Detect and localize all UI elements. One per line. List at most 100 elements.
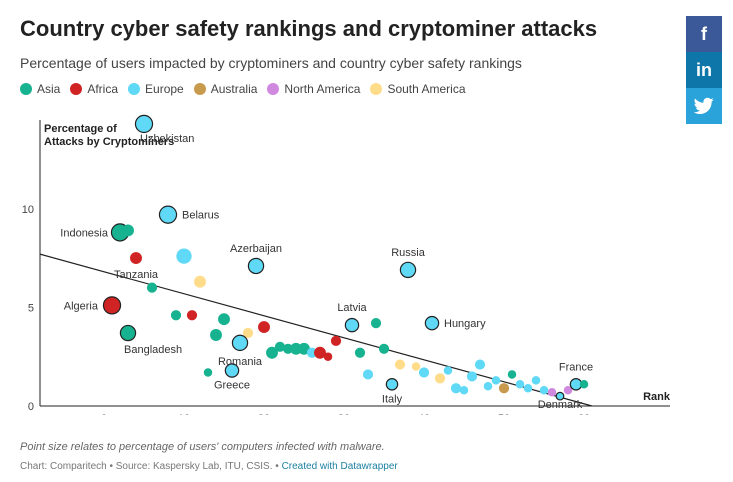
data-point [434, 373, 446, 384]
data-point [266, 346, 278, 359]
x-tick-label: 40 [418, 413, 430, 415]
data-point [491, 376, 501, 385]
x-tick-label: 30 [338, 413, 350, 415]
x-tick-label: 60 [578, 413, 590, 415]
data-point [555, 391, 565, 401]
data-point [203, 368, 213, 377]
data-point [459, 385, 469, 395]
legend-swatch-asia [20, 83, 32, 95]
country-label: Tanzania [114, 269, 159, 281]
data-point [474, 359, 486, 370]
data-point [194, 275, 206, 288]
linkedin-icon: in [696, 59, 712, 80]
legend-label-europe: Europe [145, 82, 184, 96]
country-label: Italy [382, 393, 403, 405]
data-point [515, 380, 525, 389]
x-tick-label: 0 [101, 413, 107, 415]
country-label: Algeria [64, 300, 99, 312]
country-label: Denmark [538, 399, 583, 411]
country-label: Indonesia [60, 227, 109, 239]
x-tick-label: 20 [258, 413, 270, 415]
data-point [418, 367, 430, 378]
data-point [224, 363, 240, 378]
data-point [394, 359, 406, 370]
legend-item-europe: Europe [128, 82, 184, 96]
country-label: Uzbekistan [140, 133, 194, 145]
scatter-chart: Percentage of Attacks by Cryptominers Rank… [22, 114, 671, 415]
legend-label-south-america: South America [387, 82, 466, 96]
data-point [370, 318, 382, 329]
chart-title: Country cyber safety rankings and crypto… [20, 16, 598, 41]
legend-swatch-australia [193, 83, 206, 95]
legend-swatch-europe [128, 83, 141, 95]
legend-swatch-north-america [267, 83, 280, 95]
legend-item-north-america: North America [267, 82, 360, 96]
legend-item-africa: Africa [70, 82, 118, 96]
data-point [274, 341, 286, 352]
data-point [539, 385, 549, 395]
data-point [218, 313, 230, 326]
data-point [531, 376, 541, 385]
country-label: Bangladesh [124, 344, 182, 356]
chart-notes: Point size relates to percentage of user… [20, 441, 385, 453]
legend-item-australia: Australia [193, 82, 258, 96]
data-point [323, 352, 333, 361]
data-point [130, 252, 142, 265]
legend-swatch-south-america [370, 83, 383, 95]
legend-item-south-america: South America [370, 82, 466, 96]
y-axis-label: Percentage of Attacks by Cryptominers [44, 123, 174, 148]
data-point [385, 378, 399, 391]
twitter-share-button[interactable] [686, 88, 722, 124]
country-label: France [559, 361, 593, 373]
y-axis-label-line: Attacks by Cryptominers [44, 136, 174, 148]
data-point [547, 387, 557, 397]
share-bar: f in [686, 16, 722, 124]
linkedin-share-button[interactable]: in [686, 52, 722, 88]
twitter-icon [694, 97, 714, 114]
datawrapper-link[interactable]: Created with Datawrapper [281, 461, 398, 472]
data-point [424, 315, 440, 331]
facebook-share-button[interactable]: f [686, 16, 722, 52]
data-point [579, 380, 589, 389]
chart-credits: Chart: Comparitech • Source: Kaspersky L… [20, 461, 398, 472]
data-point [483, 382, 493, 391]
legend-label-asia: Asia [37, 82, 61, 96]
legend-label-north-america: North America [284, 82, 361, 96]
data-point [450, 383, 462, 394]
data-point [354, 347, 366, 358]
data-point [330, 335, 342, 347]
chart-subtitle: Percentage of users impacted by cryptomi… [20, 55, 522, 71]
data-point [443, 366, 453, 375]
country-label: Belarus [182, 210, 220, 222]
country-label: Hungary [444, 318, 486, 330]
data-point [344, 317, 360, 333]
data-point [563, 385, 573, 395]
legend-label-africa: Africa [87, 82, 119, 96]
x-tick-label: 10 [178, 413, 190, 415]
data-point [362, 369, 374, 380]
data-point [411, 362, 421, 371]
data-point [523, 383, 533, 393]
data-point [122, 224, 134, 237]
data-point [170, 310, 182, 321]
legend-item-asia: Asia [20, 82, 60, 96]
credit-chart: Chart: Comparitech [20, 461, 107, 472]
country-label: Azerbaijan [230, 243, 282, 255]
legend-swatch-africa [70, 83, 83, 95]
x-axis-label: Rank [643, 391, 671, 403]
facebook-icon: f [701, 23, 707, 44]
data-point [158, 205, 178, 224]
data-point [231, 334, 249, 352]
data-point [282, 343, 294, 354]
data-point [399, 261, 417, 279]
legend-label-australia: Australia [210, 82, 258, 96]
data-point [314, 346, 326, 359]
y-tick-label: 5 [28, 302, 34, 314]
data-point [247, 257, 265, 275]
data-point [378, 343, 390, 354]
data-point [146, 282, 158, 293]
y-axis-label-line: Percentage of [44, 123, 117, 135]
credit-source: Source: Kaspersky Lab, ITU, CSIS. [115, 461, 273, 472]
data-point [102, 296, 122, 315]
y-tick-label: 0 [28, 401, 34, 413]
